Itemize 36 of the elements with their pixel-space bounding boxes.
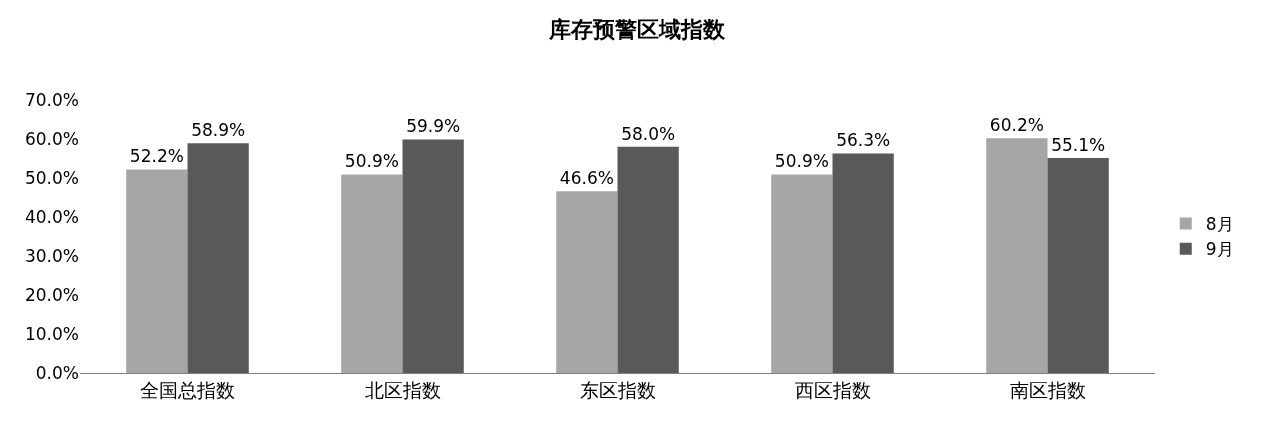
- y-tick-label: 70.0%: [24, 89, 79, 110]
- data-label: 58.9%: [191, 120, 246, 141]
- y-tick-label: 50.0%: [24, 167, 79, 188]
- data-label: 50.9%: [344, 151, 399, 172]
- y-tick-label: 30.0%: [24, 245, 79, 266]
- x-tick-label: 全国总指数: [140, 378, 235, 401]
- legend-label: 8月: [1205, 214, 1234, 235]
- bar: [771, 174, 833, 373]
- data-label: 56.3%: [836, 130, 891, 151]
- data-label: 55.1%: [1051, 135, 1106, 156]
- x-tick-label: 南区指数: [1009, 378, 1086, 401]
- chart-title: 库存预警区域指数: [547, 17, 726, 43]
- data-label: 46.6%: [559, 168, 614, 189]
- y-tick-label: 20.0%: [24, 284, 79, 305]
- y-tick-label: 10.0%: [24, 323, 79, 344]
- bar: [126, 169, 188, 373]
- x-tick-label: 北区指数: [364, 378, 441, 401]
- data-label: 59.9%: [406, 116, 461, 137]
- bar: [617, 146, 679, 373]
- y-tick-label: 0.0%: [35, 362, 79, 383]
- bar: [187, 143, 249, 373]
- data-label: 50.9%: [774, 151, 829, 172]
- y-tick-label: 40.0%: [24, 206, 79, 227]
- data-label: 60.2%: [989, 115, 1044, 136]
- bar: [832, 153, 894, 373]
- x-tick-label: 西区指数: [794, 378, 871, 401]
- bar: [341, 174, 403, 373]
- data-label: 52.2%: [129, 146, 184, 167]
- bar: [402, 139, 464, 373]
- bar: [1047, 158, 1109, 373]
- y-tick-label: 60.0%: [24, 128, 79, 149]
- legend-label: 9月: [1205, 239, 1234, 260]
- bar: [556, 191, 618, 373]
- data-label: 58.0%: [621, 123, 676, 144]
- bar: [986, 138, 1048, 373]
- x-tick-label: 东区指数: [579, 378, 656, 401]
